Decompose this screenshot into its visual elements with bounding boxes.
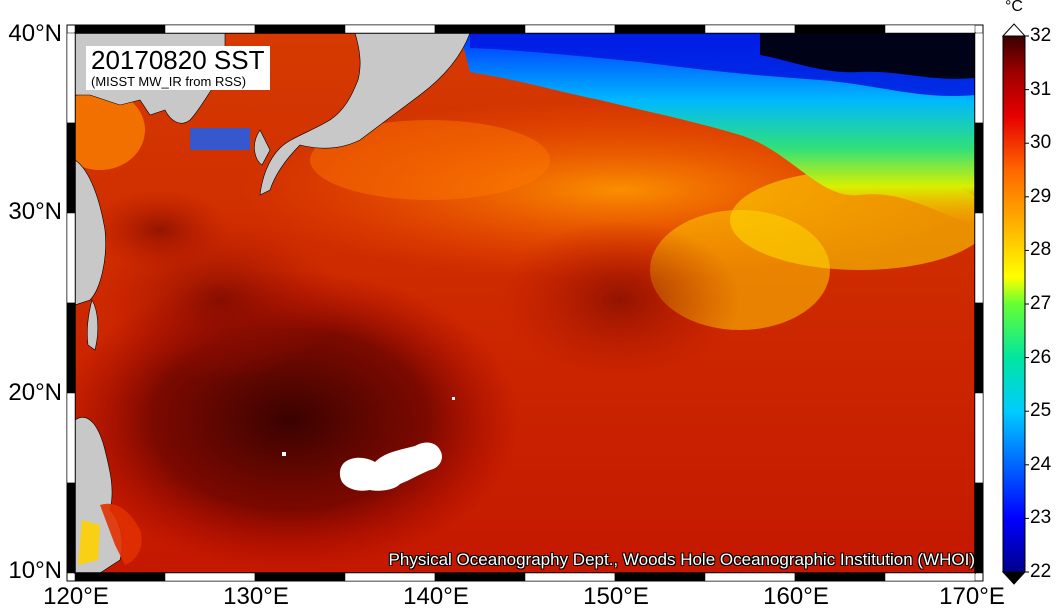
colorbar-tick-label: 32 bbox=[1030, 25, 1052, 46]
colorbar-tick-label: 27 bbox=[1030, 293, 1052, 314]
colorbar-tick-label: 24 bbox=[1030, 453, 1052, 475]
frame-lon-segment bbox=[434, 572, 526, 582]
lon-label-150e: 150°E bbox=[583, 583, 649, 610]
lon-label-140e: 140°E bbox=[403, 583, 469, 610]
frame-lat-segment bbox=[974, 212, 984, 304]
frame-lat-segment bbox=[66, 212, 76, 304]
lon-label-160e: 160°E bbox=[763, 583, 829, 610]
frame-lon-segment bbox=[794, 572, 886, 582]
frame-lon-segment bbox=[344, 572, 436, 582]
lat-label-30n: 30°N bbox=[8, 198, 62, 225]
lat-label-20n: 20°N bbox=[8, 379, 62, 406]
colorbar-tick-label: 23 bbox=[1030, 507, 1052, 529]
lon-label-170e: 170°E bbox=[939, 583, 1005, 610]
colorbar-min-arrow bbox=[1001, 571, 1027, 585]
frame-lon-segment bbox=[704, 572, 796, 582]
frame-lon-segment bbox=[254, 572, 346, 582]
colorbar-tick-label: 25 bbox=[1030, 400, 1052, 422]
frame-lon-segment bbox=[884, 572, 976, 582]
frame-lon-segment bbox=[614, 572, 706, 582]
frame-lat-segment bbox=[66, 392, 76, 484]
frame-lon-segment bbox=[344, 24, 436, 34]
frame-lat-segment bbox=[66, 122, 76, 214]
frame-lon-segment bbox=[884, 24, 976, 34]
colorbar-tick-label: 26 bbox=[1030, 346, 1052, 368]
frame-lon-segment bbox=[614, 24, 706, 34]
map-subtitle: (MISST MW_IR from RSS) bbox=[91, 74, 247, 89]
colorbar-tick-label: 30 bbox=[1030, 132, 1052, 154]
colorbar-unit: °C bbox=[1005, 0, 1023, 15]
frame-lat-segment bbox=[974, 32, 984, 124]
frame-lat-segment bbox=[66, 302, 76, 394]
frame-lat-segment bbox=[974, 302, 984, 394]
colorbar bbox=[1001, 23, 1029, 585]
lat-label-40n: 40°N bbox=[8, 20, 62, 47]
frame-lon-segment bbox=[74, 572, 166, 582]
frame-lon-segment bbox=[254, 24, 346, 34]
frame-lon-segment bbox=[524, 24, 616, 34]
lon-label-130e: 130°E bbox=[223, 583, 289, 610]
colorbar-tick-label: 29 bbox=[1030, 185, 1052, 207]
frame-lat-segment bbox=[66, 482, 76, 574]
frame-lon-segment bbox=[434, 24, 526, 34]
frame-lat-segment bbox=[974, 122, 984, 214]
colorbar-tick-label: 31 bbox=[1030, 78, 1052, 100]
frame-lon-segment bbox=[794, 24, 886, 34]
frame-lon-segment bbox=[74, 24, 166, 34]
map-title: 20170820 SST bbox=[91, 45, 265, 75]
title-box: 20170820 SST (MISST MW_IR from RSS) bbox=[86, 45, 271, 90]
frame-lon-segment bbox=[704, 24, 796, 34]
frame-lon-segment bbox=[164, 572, 256, 582]
frame-lat-segment bbox=[974, 392, 984, 484]
frame-lon-segment bbox=[524, 572, 616, 582]
sst-field bbox=[75, 33, 975, 573]
map-frame bbox=[66, 24, 984, 582]
frame-lat-segment bbox=[974, 482, 984, 574]
lat-label-10n: 10°N bbox=[8, 557, 62, 584]
credit-text: Physical Oceanography Dept., Woods Hole … bbox=[388, 550, 975, 569]
colorbar-max-arrow bbox=[1001, 23, 1027, 37]
colorbar-tick-label: 22 bbox=[1030, 561, 1052, 582]
frame-lon-segment bbox=[164, 24, 256, 34]
colorbar-tick-label: 28 bbox=[1030, 239, 1052, 261]
frame-lat-segment bbox=[66, 32, 76, 124]
lon-label-120e: 120°E bbox=[43, 583, 109, 610]
